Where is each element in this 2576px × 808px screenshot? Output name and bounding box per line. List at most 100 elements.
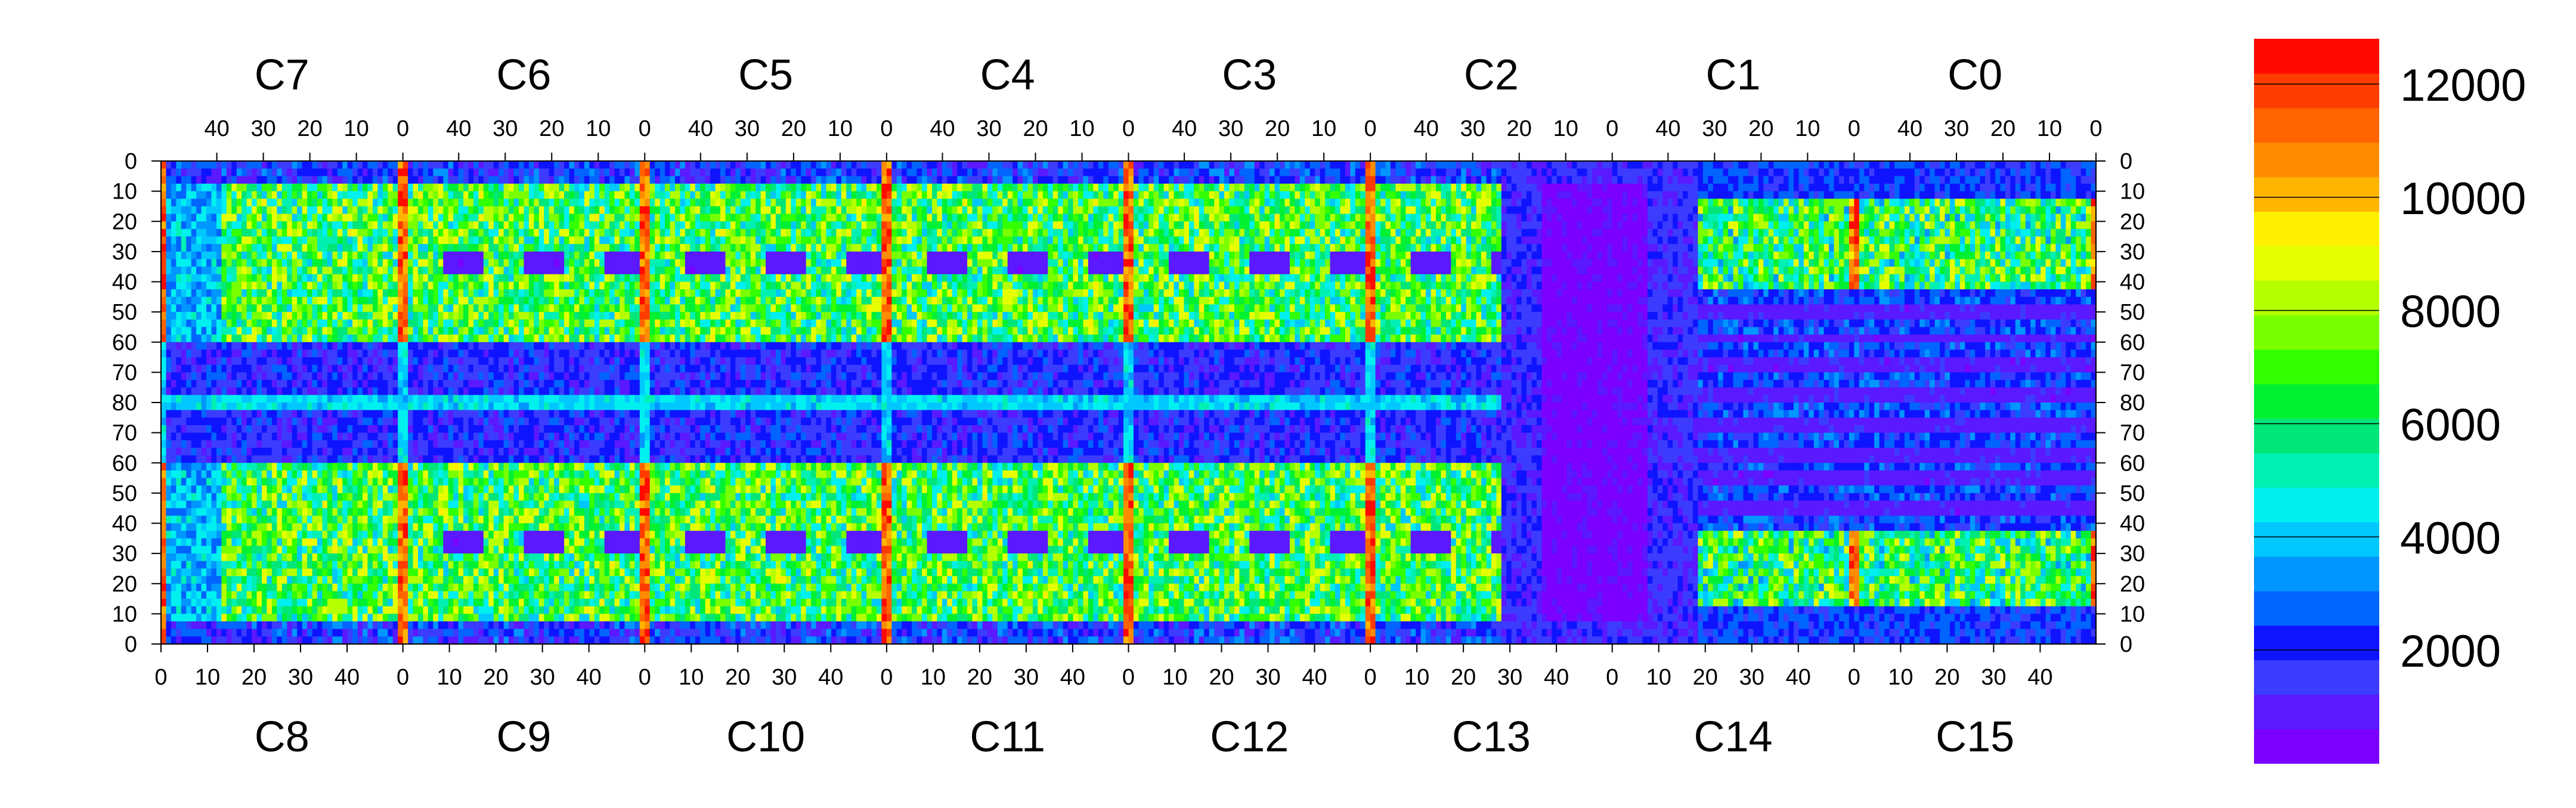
heatmap-cell (1189, 176, 1194, 184)
heatmap-cell (660, 229, 665, 237)
heatmap-cell (231, 214, 237, 222)
heatmap-cell (605, 244, 610, 252)
heatmap-cell (383, 237, 388, 244)
heatmap-cell (1421, 229, 1426, 237)
heatmap-cell (1280, 169, 1285, 177)
heatmap-cell (569, 184, 574, 191)
heatmap-cell (1839, 199, 1844, 206)
heatmap-cell (831, 229, 837, 237)
heatmap-cell (1617, 191, 1623, 199)
heatmap-cell (624, 191, 630, 199)
heatmap-cell (620, 161, 625, 169)
heatmap-cell (761, 221, 766, 229)
heatmap-cell (1284, 252, 1290, 259)
heatmap-cell (796, 169, 801, 177)
heatmap-cell (1532, 244, 1537, 252)
heatmap-cell (841, 244, 847, 252)
heatmap-cell (1935, 184, 1940, 191)
heatmap-cell (1506, 252, 1512, 259)
heatmap-cell (1763, 237, 1769, 244)
heatmap-cell (1617, 252, 1623, 259)
heatmap-cell (957, 221, 962, 229)
heatmap-cell (660, 191, 665, 199)
heatmap-cell (1849, 199, 1854, 206)
heatmap-cell (1562, 252, 1567, 259)
heatmap-cell (1144, 191, 1149, 199)
heatmap-cell (227, 184, 232, 191)
heatmap-cell (1380, 161, 1386, 169)
heatmap-cell (1516, 252, 1522, 259)
heatmap-cell (2055, 199, 2061, 206)
heatmap-cell (1335, 184, 1340, 191)
heatmap-cell (1159, 199, 1164, 206)
heatmap-cell (1426, 199, 1431, 206)
heatmap-cell (262, 176, 267, 184)
heatmap-cell (1058, 252, 1063, 259)
heatmap-cell (1405, 244, 1411, 252)
heatmap-cell (1043, 237, 1048, 244)
heatmap-cell (312, 252, 318, 259)
heatmap-cell (1874, 184, 1880, 191)
heatmap-cell (2010, 214, 2015, 222)
heatmap-cell (776, 199, 781, 206)
heatmap-cell (1239, 252, 1244, 259)
heatmap-cell (730, 244, 736, 252)
heatmap-cell (393, 191, 398, 199)
heatmap-cell (2010, 206, 2015, 214)
heatmap-cell (574, 184, 580, 191)
heatmap-cell (1708, 184, 1713, 191)
heatmap-cell (624, 206, 630, 214)
heatmap-cell (856, 184, 862, 191)
heatmap-cell (1284, 237, 1290, 244)
heatmap-cell (1995, 161, 2001, 169)
heatmap-cell (1890, 184, 1895, 191)
heatmap-cell (534, 221, 539, 229)
heatmap-cell (836, 221, 841, 229)
heatmap-cell (1844, 252, 1849, 259)
heatmap-cell (1753, 252, 1758, 259)
heatmap-cell (1557, 206, 1562, 214)
heatmap-cell (992, 184, 998, 191)
heatmap-cell (176, 199, 181, 206)
heatmap-cell (1849, 229, 1854, 237)
heatmap-cell (1995, 184, 2001, 191)
heatmap-cell (322, 214, 327, 222)
heatmap-cell (1718, 229, 1723, 237)
heatmap-cell (1678, 252, 1683, 259)
heatmap-cell (529, 237, 534, 244)
heatmap-cell (459, 184, 464, 191)
heatmap-cell (982, 252, 987, 259)
heatmap-cell (595, 199, 600, 206)
heatmap-cell (1773, 184, 1779, 191)
heatmap-cell (2010, 199, 2015, 206)
heatmap-cell (1224, 191, 1230, 199)
heatmap-cell (942, 191, 948, 199)
heatmap-cell (171, 184, 177, 191)
heatmap-cell (1284, 221, 1290, 229)
heatmap-cell (478, 237, 484, 244)
heatmap-cell (1214, 252, 1219, 259)
heatmap-cell (881, 214, 887, 222)
heatmap-cell (1209, 244, 1215, 252)
heatmap-cell (1557, 252, 1562, 259)
heatmap-cell (1975, 214, 1980, 222)
heatmap-cell (1078, 244, 1083, 252)
heatmap-cell (1678, 176, 1683, 184)
heatmap-cell (680, 184, 685, 191)
heatmap-cell (1602, 214, 1608, 222)
heatmap-cell (554, 176, 559, 184)
heatmap-cell (1753, 161, 1758, 169)
heatmap-cell (680, 176, 685, 184)
heatmap-cell (927, 229, 932, 237)
heatmap-cell (1345, 184, 1351, 191)
heatmap-cell (856, 176, 862, 184)
heatmap-cell (1391, 237, 1396, 244)
heatmap-cell (705, 169, 711, 177)
heatmap-cell (1627, 237, 1633, 244)
heatmap-cell (1058, 191, 1063, 199)
heatmap-cell (846, 206, 852, 214)
heatmap-cell (1814, 161, 1819, 169)
heatmap-cell (781, 169, 786, 177)
heatmap-cell (549, 184, 555, 191)
heatmap-cell (887, 176, 892, 184)
